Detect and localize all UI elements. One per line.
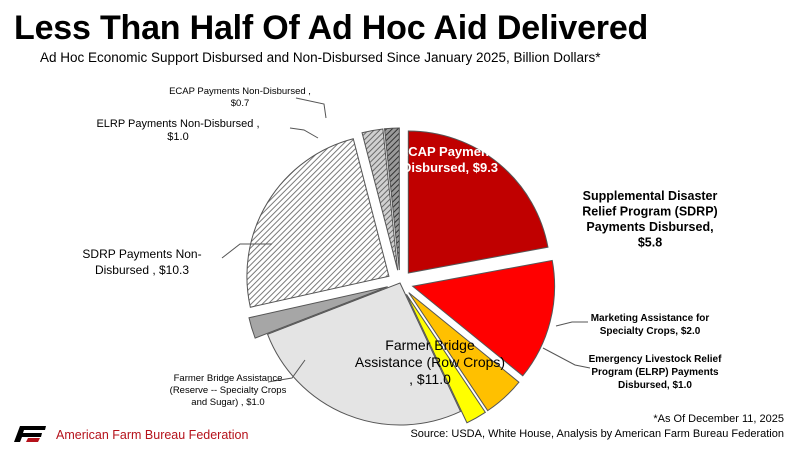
pie-slice-farmer-bridge-assistance-reserve-specialty-crops-and-sugar	[248, 286, 388, 339]
chart-subtitle: Ad Hoc Economic Support Disbursed and No…	[40, 50, 601, 65]
slice-label-marketing-assistance-for-specialty-crops: Marketing Assistance for Specialty Crops,…	[591, 313, 710, 337]
slice-label-supplemental-disaster-relief-program-sdrp-payments-disbursed: Supplemental Disaster Relief Program (SDR…	[582, 189, 717, 250]
afbf-logo-icon-mark	[14, 426, 46, 442]
slice-label-ecap-payments-disbursed: ECAP Payments Disbursed, $9.3	[400, 144, 501, 175]
pie-slice-ecap-payments-disbursed	[407, 130, 549, 274]
afbf-logo-icon	[14, 426, 46, 442]
pie-slice-sdrp-payments-non-disbursed	[246, 138, 390, 308]
slice-label-sdrp-payments-non-disbursed: SDRP Payments Non-Disbursed , $10.3	[82, 247, 201, 277]
pie-slice-marketing-assistance-for-specialty-crops	[408, 292, 520, 412]
pie-slice-ecap-payments-non-disbursed	[383, 127, 400, 271]
afbf-logo-icon-stripe	[26, 438, 40, 442]
slice-label-ecap-payments-non-disbursed: ECAP Payments Non-Disbursed , $0.7	[169, 86, 311, 109]
leader-line-ecap-payments-non-disbursed	[295, 97, 327, 119]
slice-label-elrp-payments-non-disbursed: ELRP Payments Non-Disbursed , $1.0	[96, 118, 259, 143]
footnote: *As Of December 11, 2025	[653, 413, 784, 425]
leader-line-farmer-bridge-assistance-reserve-specialty-crops-and-sugar	[267, 359, 306, 383]
slice-label-emergency-livestock-relief-program-elrp-payments-disbursed: Emergency Livestock Relief Program (ELRP)…	[589, 354, 723, 391]
pie-slice-elrp-payments-non-disbursed	[361, 128, 399, 271]
leader-line-elrp-payments-non-disbursed	[289, 127, 319, 139]
pie-slice-farmer-bridge-assistance-row-crops	[266, 282, 462, 426]
slice-label-farmer-bridge-assistance-row-crops: Farmer Bridge Assistance (Row Crops), $11…	[355, 337, 505, 387]
leader-line-sdrp-payments-non-disbursed	[221, 243, 272, 259]
pie-slice-emergency-livestock-relief-program-elrp-payments-disbursed	[405, 294, 487, 424]
leader-line-marketing-assistance-for-specialty-crops	[555, 321, 588, 327]
organization-name: American Farm Bureau Federation	[56, 428, 249, 442]
pie-slice-supplemental-disaster-relief-program-sdrp-payments-disbursed	[411, 259, 556, 377]
chart-title: Less Than Half Of Ad Hoc Aid Delivered	[14, 9, 649, 47]
slice-label-farmer-bridge-assistance-reserve-specialty-crops-and-sugar: Farmer Bridge Assistance (Reserve -- Spec…	[170, 373, 287, 408]
source-note: Source: USDA, White House, Analysis by A…	[410, 428, 784, 440]
leader-line-emergency-livestock-relief-program-elrp-payments-disbursed	[542, 347, 591, 369]
